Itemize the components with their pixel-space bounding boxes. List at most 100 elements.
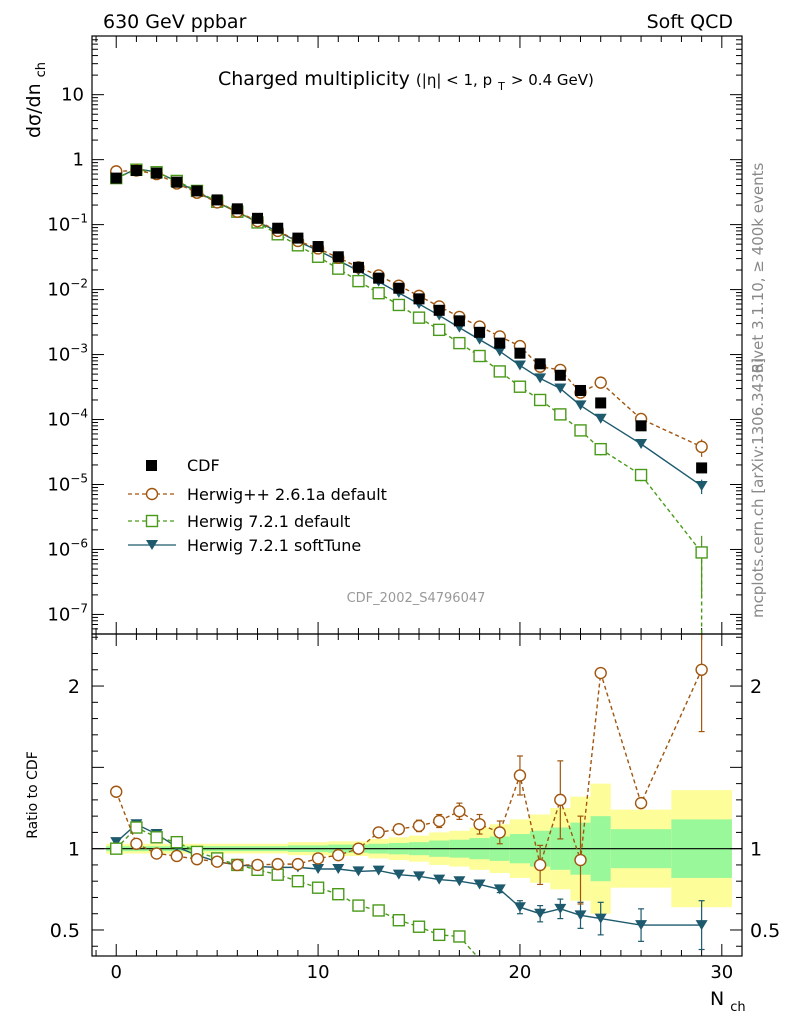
ratio-point-herwigpp: [150, 847, 163, 860]
ratio-point-softtune: [554, 903, 567, 914]
ratio-point-herwigpp: [311, 852, 325, 865]
ratio-point-herwigpp: [210, 855, 224, 868]
ratio-point-herwig721: [150, 831, 163, 844]
main-ytick-exponent: −3: [70, 342, 88, 356]
ratio-ytick-label-right: 1: [750, 839, 762, 861]
ratio-ytick-label: 1: [68, 839, 80, 861]
main-ytick-label: 1: [73, 150, 84, 171]
main-point-data: [191, 185, 203, 197]
ratio-point-herwigpp: [392, 822, 406, 836]
ratio-point-softtune: [635, 920, 648, 931]
ratio-panel: 0 10 20 30 0.5 0.5 1 1 2 2 Ratio to CDF N ch: [25, 633, 780, 1015]
ratio-point-herwig721: [453, 930, 466, 943]
legend-marker-softtune: [146, 540, 158, 550]
ratio-axes: 0 10 20 30 0.5 0.5 1 1 2 2: [50, 634, 780, 983]
main-point-softtune: [554, 383, 567, 394]
main-point-data: [595, 397, 607, 409]
ratio-point-herwigpp: [412, 819, 426, 833]
ratio-point-softtune: [574, 910, 587, 921]
main-ytick-label: 10−5: [47, 472, 88, 496]
main-ytick-label: 10: [61, 85, 84, 106]
main-line-herwigpp: [116, 169, 702, 448]
main-point-data: [373, 272, 385, 284]
main-point-data: [312, 241, 324, 253]
ratio-point-herwig721: [311, 881, 325, 894]
main-point-data: [696, 462, 708, 474]
ratio-point-herwigpp: [554, 793, 567, 807]
main-ytick-exponent: −1: [70, 212, 88, 226]
main-point-data: [494, 337, 506, 349]
ratio-line-herwig721: [115, 826, 478, 956]
ratio-point-herwig721: [271, 868, 284, 881]
main-ytick-exponent: −2: [70, 277, 88, 291]
ratio-point-herwig721: [412, 920, 426, 933]
ratio-point-softtune: [594, 913, 607, 924]
ratio-point-herwig721: [130, 821, 143, 834]
ratio-xtick-label: 20: [508, 962, 531, 983]
main-point-herwig721: [412, 311, 426, 324]
legend-label-herwigpp: Herwig++ 2.6.1a default: [187, 485, 387, 504]
main-point-herwigpp: [695, 440, 708, 454]
main-line-softtune: [115, 168, 703, 487]
ratio-point-herwigpp: [251, 858, 264, 872]
main-ytick-mantissa: 10: [47, 539, 70, 560]
main-point-data: [433, 304, 445, 316]
main-point-data: [292, 232, 304, 244]
ratio-point-herwigpp: [130, 837, 143, 850]
main-ytick-exponent: −4: [70, 407, 88, 421]
ratio-point-herwig721: [170, 835, 183, 849]
main-point-data: [151, 167, 163, 179]
main-point-herwig721: [493, 365, 506, 378]
ratio-series: [110, 634, 708, 956]
ratio-point-herwigpp: [433, 814, 446, 828]
ratio-point-herwigpp: [190, 853, 204, 866]
main-point-data: [272, 222, 284, 234]
main-ytick-mantissa: 1: [73, 150, 84, 171]
main-point-herwig721: [332, 262, 345, 275]
main-ytick-mantissa: 10: [47, 215, 70, 236]
main-point-herwig721: [513, 380, 527, 393]
main-ylabel: dσ/dn ch: [23, 62, 49, 138]
ratio-point-softtune: [513, 902, 526, 913]
ratio-point-herwigpp: [533, 858, 547, 872]
main-ytick-exponent: −6: [70, 536, 88, 550]
main-ytick-mantissa: 10: [47, 345, 70, 366]
ratio-point-softtune: [332, 863, 345, 874]
main-point-data: [453, 315, 465, 327]
ratio-ytick-label: 0.5: [50, 920, 80, 942]
ratio-point-herwigpp: [231, 858, 244, 872]
ratio-point-herwig721: [332, 888, 345, 901]
ratio-point-herwigpp: [291, 857, 305, 871]
ratio-point-softtune: [413, 871, 426, 882]
main-point-herwig721: [473, 349, 486, 363]
ratio-point-herwig721: [291, 874, 305, 888]
ratio-ytick-label-right: 2: [750, 676, 762, 698]
ratio-point-softtune: [453, 876, 466, 887]
legend-marker-herwig721: [145, 514, 159, 528]
ratio-xtick-label: 10: [307, 962, 330, 983]
ratio-point-softtune: [493, 884, 506, 895]
ratio-point-herwigpp: [574, 853, 587, 867]
legend-entry-herwig721: Herwig 7.2.1 default: [128, 512, 350, 531]
main-point-herwig721: [453, 336, 466, 350]
ratio-point-herwigpp: [634, 796, 648, 810]
main-point-data: [413, 293, 425, 305]
main-point-softtune: [493, 346, 506, 357]
main-point-herwig721: [533, 393, 547, 407]
mcplots-label: mcplots.cern.ch [arXiv:1306.3436]: [749, 358, 767, 618]
ratio-point-herwigpp: [513, 769, 527, 782]
main-point-data: [252, 212, 264, 224]
legend-label-softtune: Herwig 7.2.1 softTune: [187, 536, 361, 555]
legend-marker-data: [146, 460, 157, 471]
rivet-label: Rivet 3.1.10, ≥ 400k events: [749, 163, 767, 374]
main-point-data: [474, 326, 486, 338]
ratio-point-herwigpp: [352, 842, 365, 855]
main-point-herwig721: [352, 274, 365, 288]
ratio-xtick-label: 0: [110, 962, 121, 983]
ratio-ytick-label-right: 0.5: [750, 920, 780, 942]
main-ytick-exponent: −5: [70, 472, 88, 486]
main-ytick-exponent: −7: [70, 601, 88, 615]
main-ytick-label: 10−7: [47, 601, 88, 625]
